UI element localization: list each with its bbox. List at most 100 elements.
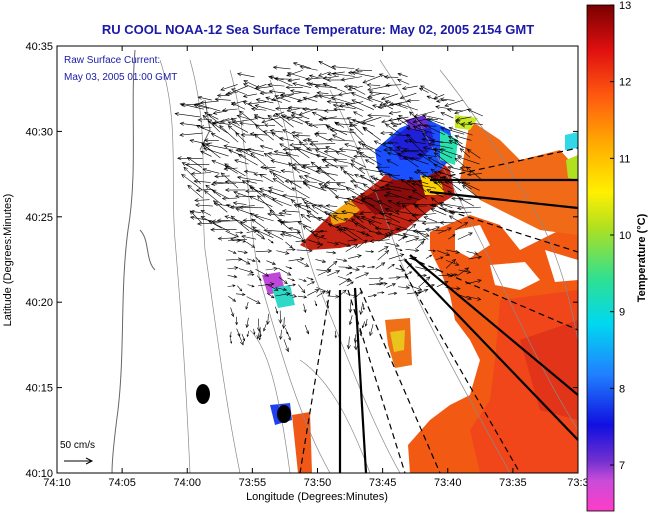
current-vector [375, 232, 389, 237]
current-vector [227, 274, 238, 279]
current-vector [244, 148, 265, 157]
current-vector [348, 315, 353, 326]
current-vector [338, 147, 357, 152]
current-vector [282, 193, 303, 199]
current-vector [255, 269, 270, 277]
current-vector [325, 146, 338, 152]
current-vector [430, 176, 444, 191]
current-vector [340, 76, 363, 82]
current-vector [333, 107, 346, 112]
current-vector [202, 167, 220, 174]
current-vector [354, 173, 375, 183]
current-vector [456, 206, 481, 211]
current-vector [224, 179, 246, 184]
current-vector [220, 172, 239, 189]
current-vector [411, 182, 437, 189]
current-vector [326, 251, 337, 255]
current-vector [350, 71, 375, 78]
current-vector [353, 154, 375, 159]
current-vector [300, 213, 312, 223]
current-vector [307, 289, 320, 296]
current-vector [210, 133, 230, 144]
current-vector [238, 205, 264, 210]
current-vector [232, 201, 247, 206]
current-vector [220, 84, 238, 91]
current-vector [407, 218, 427, 223]
current-vector [457, 294, 472, 301]
current-vector [325, 124, 348, 136]
current-vector [256, 318, 261, 332]
current-vector [313, 133, 329, 141]
current-vector [199, 100, 219, 105]
current-vector [359, 302, 364, 316]
current-vector [292, 166, 311, 175]
current-vector [376, 281, 388, 286]
current-vector [382, 141, 393, 146]
current-vector [195, 203, 213, 208]
current-vector [267, 231, 284, 240]
current-vector [303, 201, 327, 207]
current-vector [455, 116, 472, 122]
colorbar-tick-label: 8 [619, 383, 625, 395]
current-vector [224, 163, 246, 177]
y-tick-label: 40:30 [25, 126, 53, 138]
current-vector [433, 94, 445, 100]
current-vector [216, 218, 230, 223]
current-vector [378, 169, 391, 175]
current-vector [390, 121, 402, 126]
current-vector [378, 246, 389, 253]
current-vector [281, 231, 302, 240]
scale-label: 50 cm/s [60, 440, 95, 451]
current-vector [326, 241, 339, 246]
current-vector [465, 279, 482, 285]
current-vector [253, 134, 264, 142]
current-vector [225, 230, 240, 238]
current-vector [237, 285, 243, 292]
current-vector [381, 213, 401, 223]
current-vector [227, 266, 239, 270]
current-vector [419, 85, 438, 96]
current-vector [348, 121, 364, 136]
current-vector [276, 287, 288, 292]
current-vector [407, 284, 423, 291]
current-vector [285, 241, 293, 249]
current-vector [334, 330, 338, 339]
current-vector [345, 293, 358, 298]
current-vector [292, 62, 311, 69]
current-vector [433, 163, 454, 173]
current-vector [317, 234, 325, 240]
current-vector [259, 174, 274, 183]
current-vector [291, 111, 310, 120]
current-vector [230, 215, 250, 231]
current-vector [273, 76, 292, 81]
current-vector [403, 139, 426, 145]
current-vector [295, 239, 305, 243]
current-vector [397, 285, 411, 290]
current-vector [362, 126, 381, 141]
current-vector [288, 257, 305, 262]
current-vector [384, 183, 411, 191]
current-vector [303, 182, 327, 192]
current-vector [345, 267, 360, 272]
current-vector [249, 132, 267, 137]
current-vector [239, 121, 264, 127]
current-vector [388, 291, 398, 296]
current-vector [308, 123, 327, 128]
current-vector [400, 149, 419, 154]
current-vector [466, 108, 483, 117]
current-vector [385, 191, 410, 201]
current-vector [286, 117, 304, 125]
current-vector [279, 329, 283, 340]
current-vector [359, 151, 382, 166]
current-vector [457, 180, 472, 190]
current-vector [203, 147, 229, 157]
current-vector [315, 131, 327, 136]
current-vector [324, 211, 339, 222]
current-vector [306, 214, 329, 221]
current-vector [322, 75, 339, 80]
current-vector [230, 102, 246, 110]
current-vector [238, 268, 254, 274]
current-vector [357, 264, 366, 268]
current-vector [466, 296, 482, 301]
current-vector [292, 134, 301, 142]
